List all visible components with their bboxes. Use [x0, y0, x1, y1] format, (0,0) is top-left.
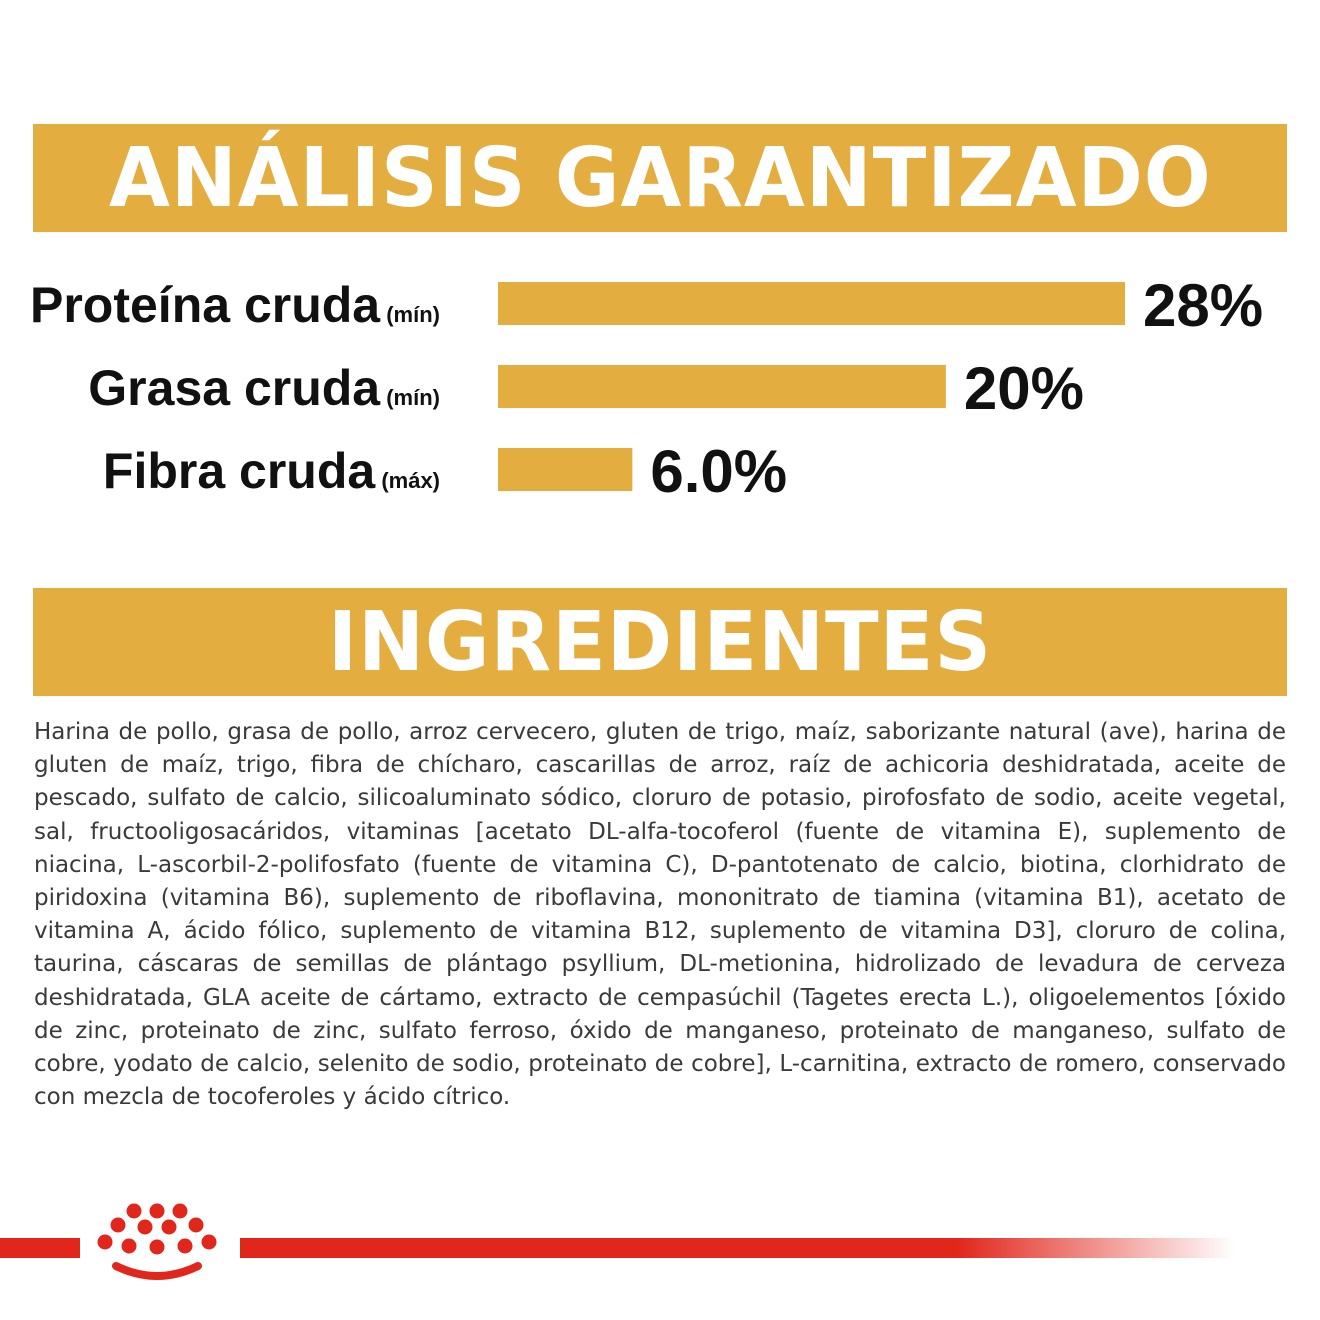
ingredients-header-title: INGREDIENTES: [327, 594, 993, 690]
bar-2: [498, 448, 633, 491]
value-label-2: 6.0%: [650, 438, 787, 505]
value-label-0: 28%: [1143, 272, 1263, 339]
analysis-header-title: ANÁLISIS GARANTIZADO: [108, 130, 1212, 226]
category-name-2: Fibra cruda: [103, 443, 376, 499]
category-qualifier-2: (máx): [375, 468, 440, 493]
category-name-0: Proteína cruda: [30, 277, 381, 333]
category-qualifier-1: (mín): [380, 385, 440, 410]
analysis-header-banner: ANÁLISIS GARANTIZADO: [33, 124, 1287, 232]
footer-stripe-left: [0, 1238, 80, 1258]
nutrient-bar-chart: Proteína cruda (mín) 28% Grasa cruda (mín)…: [30, 272, 1263, 505]
ingredients-list: Harina de pollo, grasa de pollo, arroz c…: [34, 719, 1286, 1111]
category-label-1: Grasa cruda (mín): [88, 360, 440, 416]
category-name-1: Grasa cruda: [88, 360, 381, 416]
category-label-0: Proteína cruda (mín): [30, 277, 440, 333]
value-label-1: 20%: [964, 355, 1084, 422]
bar-1: [498, 365, 946, 408]
ingredients-header-banner: INGREDIENTES: [33, 588, 1287, 696]
category-label-2: Fibra cruda (máx): [103, 443, 440, 499]
brand-footer: [0, 1203, 1235, 1280]
bar-0: [498, 282, 1125, 325]
category-qualifier-0: (mín): [380, 302, 440, 327]
crown-logo-icon: [97, 1203, 217, 1280]
footer-stripe-right: [240, 1238, 1235, 1258]
